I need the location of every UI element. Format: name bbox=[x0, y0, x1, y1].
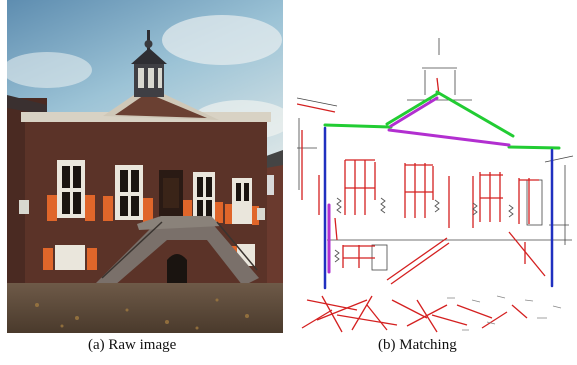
matching-panel bbox=[297, 0, 577, 333]
caption-raw-image: (a) Raw image bbox=[88, 337, 177, 353]
matching-image bbox=[297, 0, 577, 333]
raw-image bbox=[7, 0, 283, 333]
caption-matching: (b) Matching bbox=[378, 337, 457, 353]
raw-image-panel bbox=[7, 0, 283, 333]
